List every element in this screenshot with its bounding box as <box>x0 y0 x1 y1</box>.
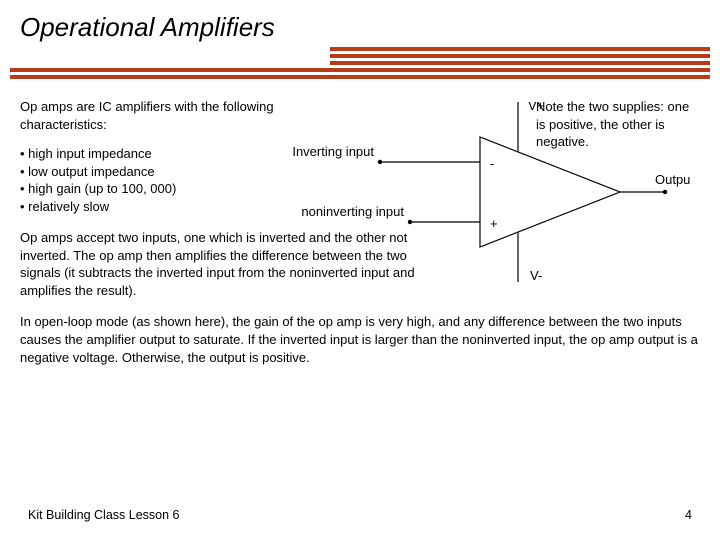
paragraph-openloop: In open-loop mode (as shown here), the g… <box>20 313 700 366</box>
opamp-diagram: V+ Inverting input noninverting input - … <box>250 102 690 302</box>
page-title: Operational Amplifiers <box>20 12 700 43</box>
list-item: • relatively slow <box>20 198 240 216</box>
vplus-label: V+ <box>528 102 544 113</box>
plus-symbol: + <box>490 216 498 231</box>
opamp-triangle <box>480 137 620 247</box>
title-stripes <box>0 47 720 79</box>
inverting-input-label: Inverting input <box>292 144 374 159</box>
noninverting-dot <box>408 220 412 224</box>
output-label: Output <box>655 172 690 187</box>
inverting-dot <box>378 160 382 164</box>
footer-lesson: Kit Building Class Lesson 6 <box>28 508 179 522</box>
characteristics-list: • high input impedance • low output impe… <box>20 145 240 215</box>
list-item: • high input impedance <box>20 145 240 163</box>
vminus-label: V- <box>530 268 542 283</box>
list-item: • high gain (up to 100, 000) <box>20 180 240 198</box>
noninverting-input-label: noninverting input <box>301 204 404 219</box>
output-dot <box>663 190 667 194</box>
page-number: 4 <box>685 508 692 522</box>
minus-symbol: - <box>490 156 494 171</box>
list-item: • low output impedance <box>20 163 240 181</box>
